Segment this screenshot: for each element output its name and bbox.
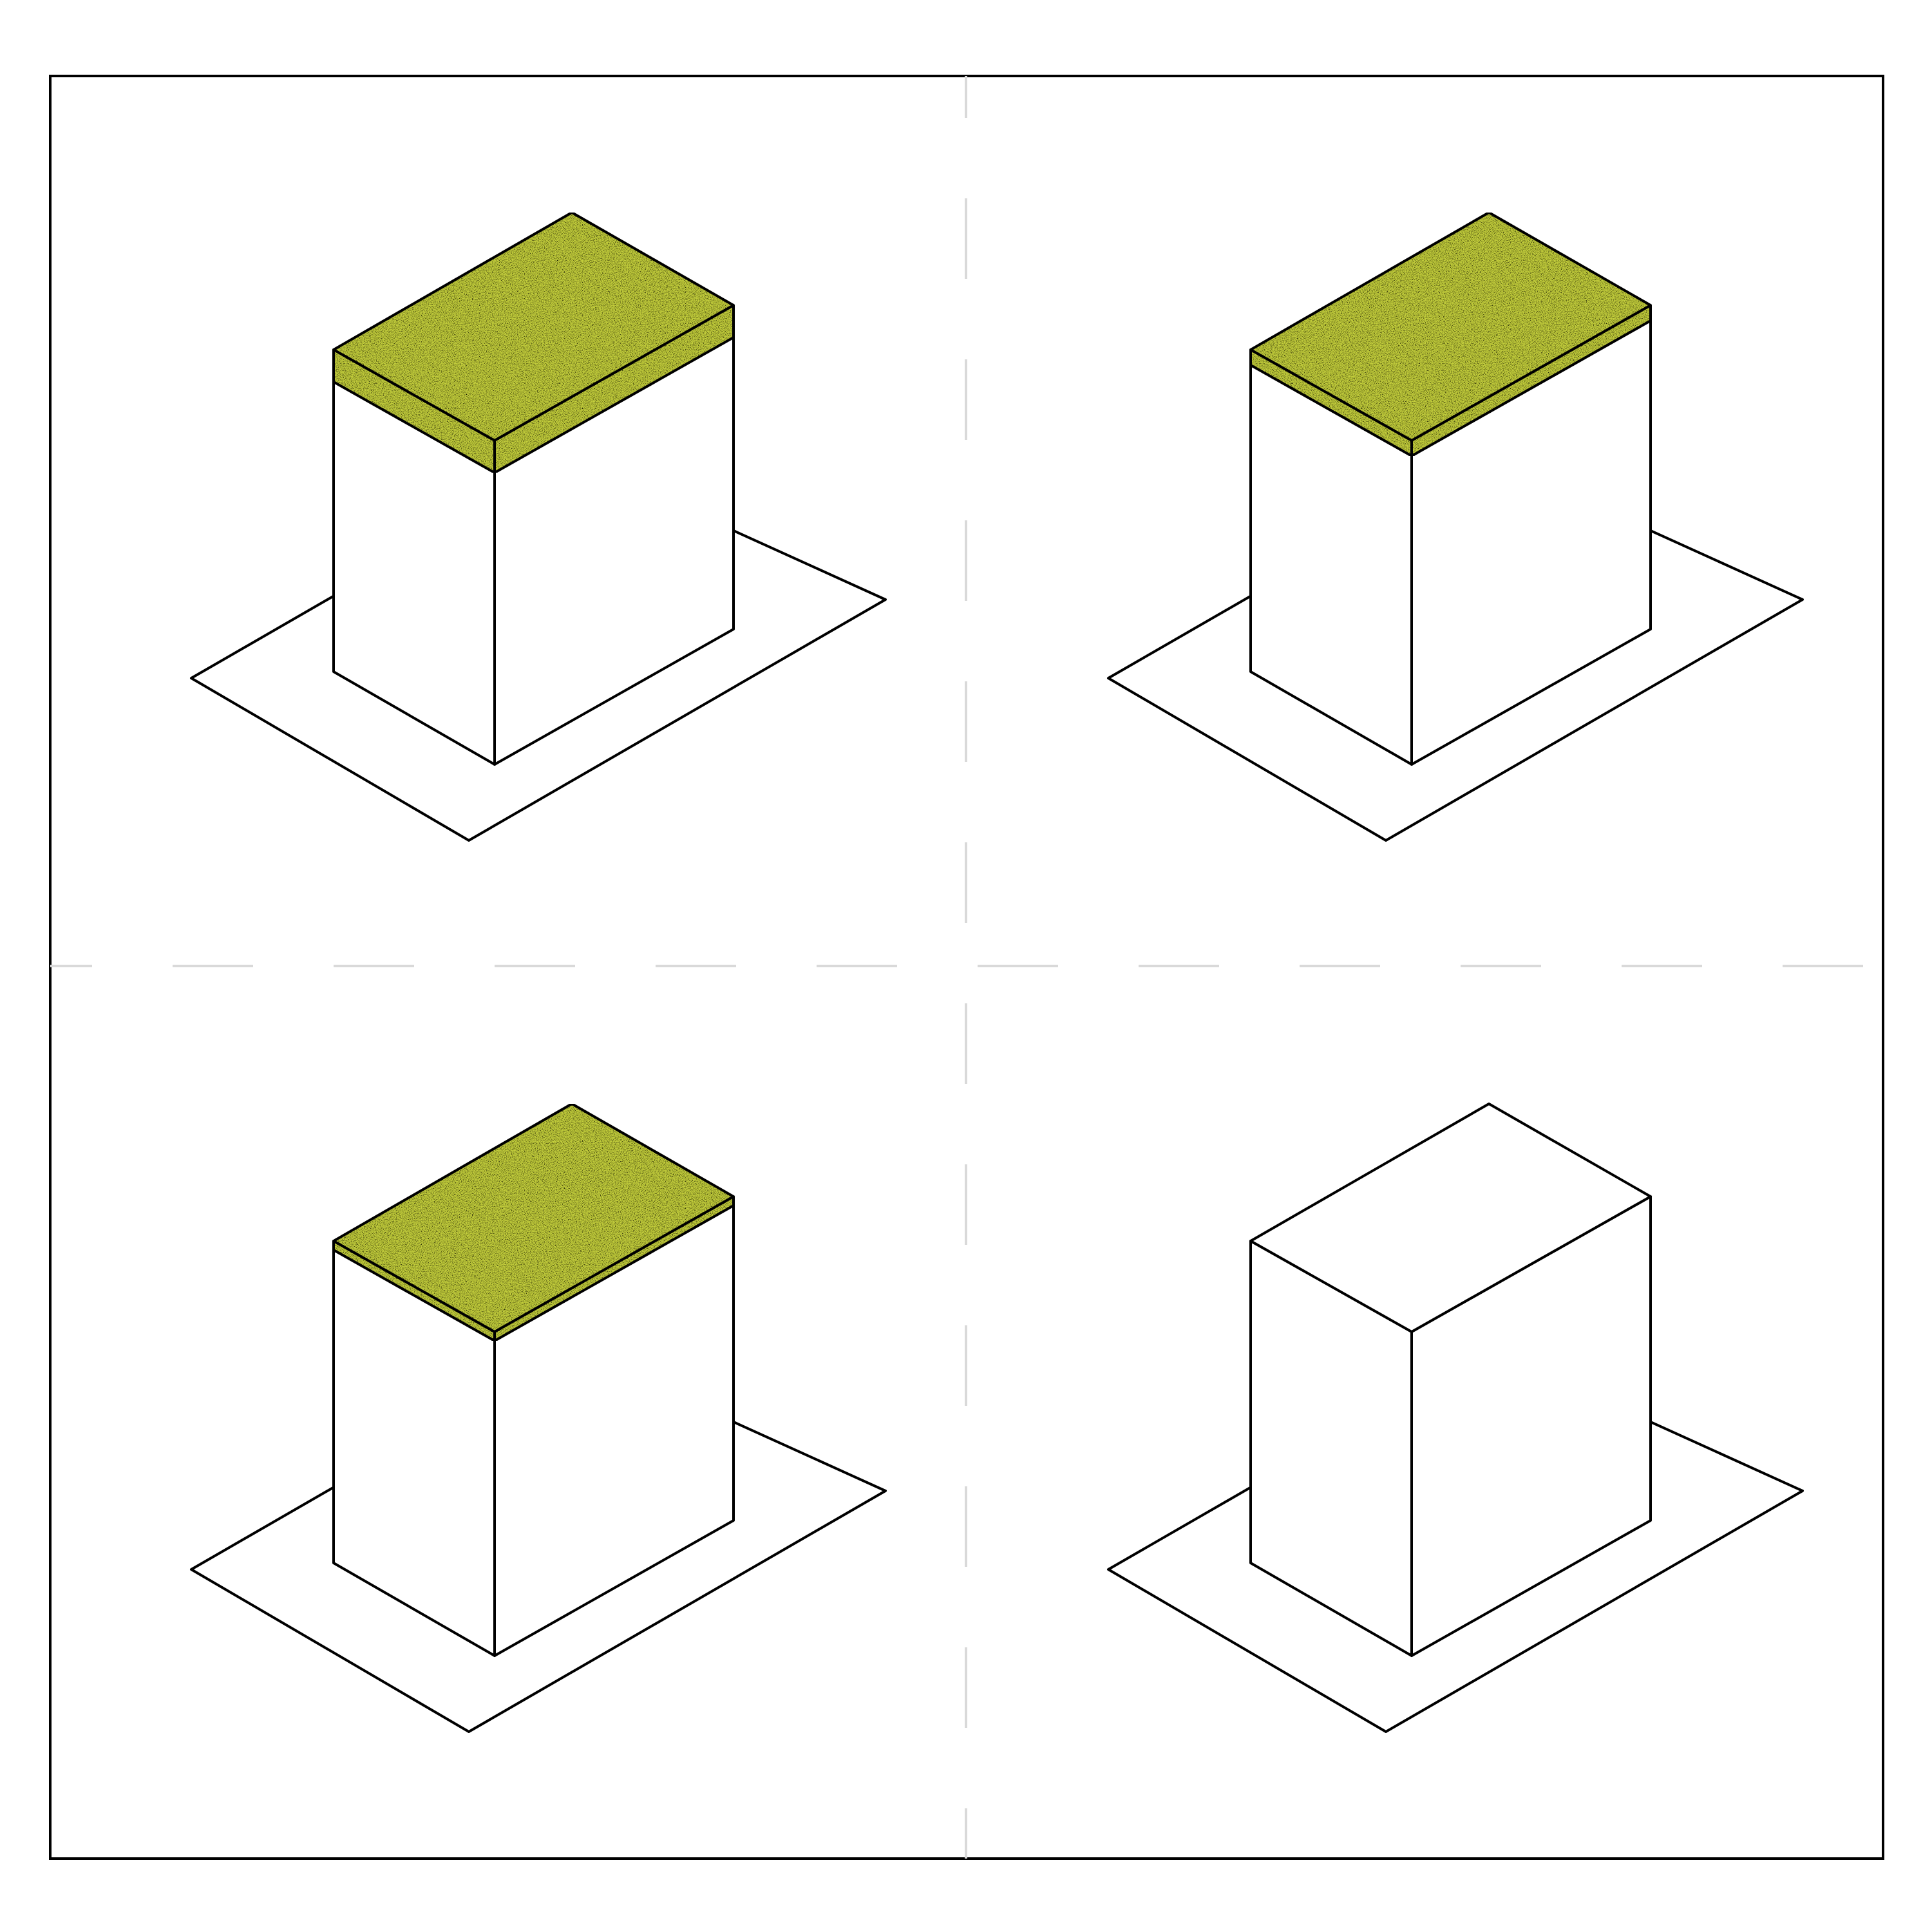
panel-bottom-left	[190, 1103, 887, 1733]
green-roof-top	[1249, 211, 1652, 442]
building-roof-top	[1249, 1103, 1652, 1333]
panel-top-right	[1107, 211, 1804, 842]
green-roof-top	[332, 1103, 735, 1333]
panel-bottom-right	[1107, 1103, 1804, 1733]
panel-top-left	[190, 211, 887, 842]
green-roof-top	[332, 211, 735, 442]
